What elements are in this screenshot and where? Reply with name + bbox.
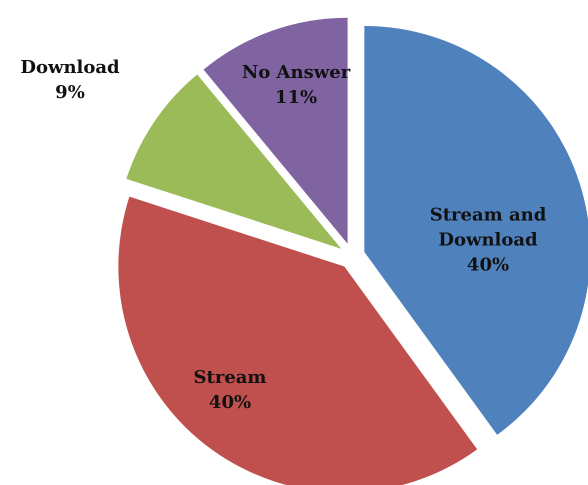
pie-slice (364, 25, 588, 435)
category-label: Stream and Download (429, 204, 547, 251)
pie-slice (118, 196, 478, 485)
value-label: 11% (274, 87, 318, 108)
category-label: Stream (193, 367, 267, 388)
slice-label: Stream 40% (170, 365, 290, 415)
pie-slice (203, 17, 348, 244)
pie-slice (126, 74, 342, 249)
slice-label: Stream and Download 40% (423, 203, 553, 278)
value-label: 9% (55, 82, 85, 103)
category-label: No Answer (241, 62, 351, 83)
value-label: 40% (466, 254, 510, 276)
category-label: Download (20, 57, 120, 78)
slice-label: No Answer 11% (241, 60, 351, 110)
slice-label: Download 9% (10, 55, 130, 105)
value-label: 40% (208, 392, 252, 413)
